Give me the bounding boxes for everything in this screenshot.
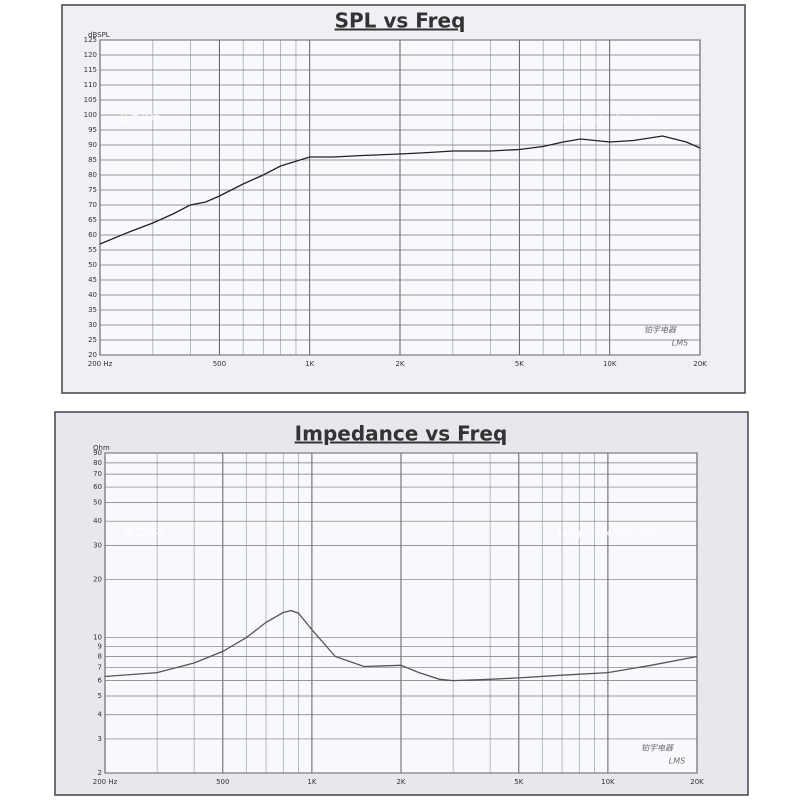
x-tick-label: 1K: [305, 360, 314, 368]
x-tick-label: 2K: [396, 778, 405, 786]
y-tick-label: 50: [88, 261, 97, 269]
y-tick-label: 100: [84, 111, 97, 119]
data-line: [104, 609, 698, 682]
y-tick-label: 25: [88, 336, 97, 344]
y-tick-label: 90: [93, 449, 102, 457]
x-tick-label: 5K: [514, 778, 523, 786]
x-tick-label: 500: [216, 778, 229, 786]
y-tick-label: 3: [98, 735, 102, 743]
y-axis-label: dBSPL: [88, 31, 110, 39]
y-tick-label: 95: [88, 126, 97, 134]
y-axis-label: Ohm: [93, 444, 110, 452]
x-tick-label: 1K: [307, 778, 316, 786]
y-tick-label: 60: [93, 483, 102, 491]
y-tick-label: 55: [88, 246, 97, 254]
y-tick-label: 80: [93, 459, 102, 467]
watermark: LMS: [669, 757, 685, 766]
y-tick-label: 8: [98, 652, 102, 660]
y-tick-label: 20: [93, 575, 102, 583]
x-tick-label: 10K: [603, 360, 617, 368]
watermark: tangun.taobao.com: [561, 114, 659, 125]
y-tick-label: 50: [93, 498, 102, 506]
x-tick-label: 5K: [515, 360, 524, 368]
y-tick-label: 85: [88, 156, 97, 164]
y-tick-label: 70: [88, 201, 97, 209]
y-tick-label: 40: [93, 517, 102, 525]
y-tick-label: 30: [88, 321, 97, 329]
chart-title: Impedance vs Freq: [295, 422, 508, 446]
watermark: 铂宇电器: [641, 744, 674, 753]
y-tick-label: 115: [84, 66, 97, 74]
y-tick-label: 30: [93, 541, 102, 549]
x-tick-label: 20K: [690, 778, 704, 786]
y-tick-label: 90: [88, 141, 97, 149]
watermark: 铂宇电器: [644, 326, 677, 335]
x-tick-label: 2K: [395, 360, 404, 368]
y-tick-label: 40: [88, 291, 97, 299]
watermark: tangun.taobao.com: [558, 528, 656, 539]
x-tick-label: 200 Hz: [93, 778, 118, 786]
y-tick-label: 10: [93, 634, 102, 642]
y-tick-label: 105: [84, 96, 97, 104]
y-tick-label: 110: [84, 81, 97, 89]
y-tick-label: 6: [98, 677, 103, 685]
x-tick-label: 20K: [693, 360, 707, 368]
y-tick-label: 80: [88, 171, 97, 179]
y-tick-label: 35: [88, 306, 97, 314]
y-tick-label: 125: [84, 36, 97, 44]
y-tick-label: 120: [84, 51, 97, 59]
data-line: [99, 135, 701, 245]
watermark: LMS: [672, 339, 688, 348]
y-tick-label: 75: [88, 186, 97, 194]
x-tick-label: 10K: [601, 778, 615, 786]
y-tick-label: 5: [98, 692, 102, 700]
chart-title: SPL vs Freq: [335, 9, 466, 33]
x-tick-label: 200 Hz: [88, 360, 113, 368]
y-tick-label: 9: [98, 643, 102, 651]
x-tick-label: 500: [213, 360, 226, 368]
y-tick-label: 4: [98, 711, 103, 719]
y-tick-label: 70: [93, 470, 102, 478]
watermark: 唐工音响: [125, 526, 165, 539]
watermark: 唐工音响: [120, 112, 160, 125]
y-tick-label: 20: [88, 351, 97, 359]
y-tick-label: 2: [98, 769, 102, 777]
y-tick-label: 45: [88, 276, 97, 284]
y-tick-label: 65: [88, 216, 97, 224]
y-tick-label: 7: [98, 664, 102, 672]
y-tick-label: 60: [88, 231, 97, 239]
